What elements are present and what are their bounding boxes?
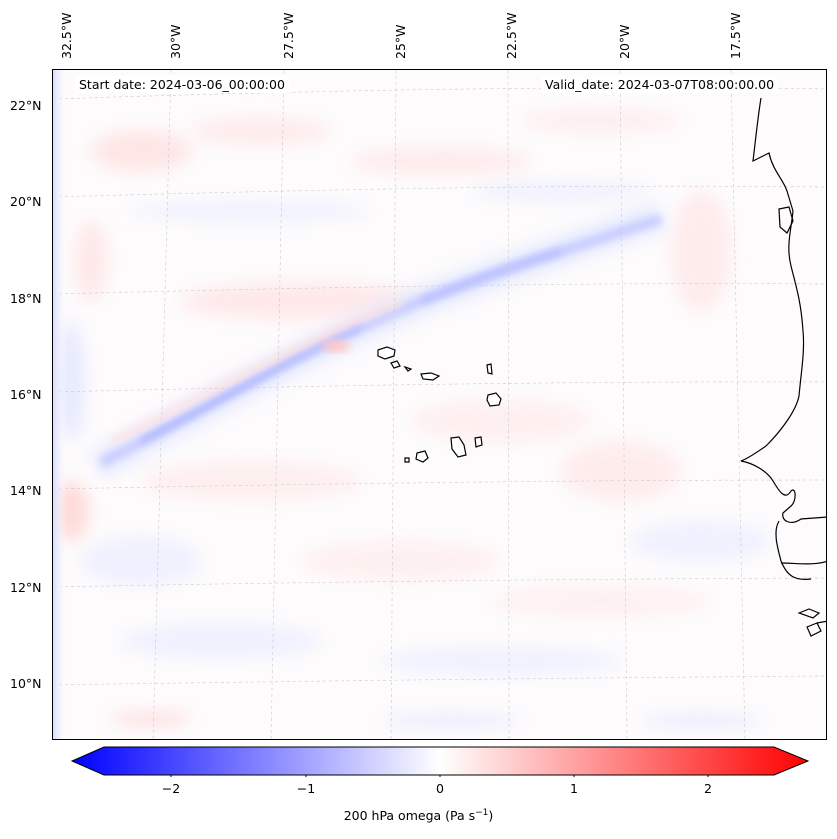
lat-label-10n: 10°N <box>10 676 42 691</box>
lon-label-30w: 30°W <box>168 24 183 59</box>
lon-label-22-5w: 22.5°W <box>504 12 519 59</box>
colorbar <box>70 746 810 777</box>
lat-label-20n: 20°N <box>10 194 42 209</box>
omega-jet-band <box>89 201 666 480</box>
colorbar-tick: −2 <box>161 781 181 796</box>
lat-label-22n: 22°N <box>10 98 42 113</box>
colorbar-tick: 2 <box>704 781 712 796</box>
valid-date-label: Valid_date: 2024-03-07T08:00:00.00 <box>541 76 779 93</box>
lat-label-14n: 14°N <box>10 483 42 498</box>
map-panel <box>52 69 827 740</box>
graticule <box>53 70 826 739</box>
colorbar-bar <box>70 746 810 776</box>
colorbar-label: 200 hPa omega (Pa s−1) <box>343 808 494 824</box>
omega-field-map <box>53 70 826 739</box>
lon-label-20w: 20°W <box>617 24 632 59</box>
west-africa-coastline <box>740 97 826 637</box>
colorbar-tick: 0 <box>436 781 444 796</box>
lon-label-25w: 25°W <box>393 24 408 59</box>
omega-background-patches <box>53 109 771 727</box>
cape-verde-islands <box>377 346 502 463</box>
lat-label-16n: 16°N <box>10 387 42 402</box>
colorbar-tick: −1 <box>296 781 316 796</box>
lon-label-17-5w: 17.5°W <box>728 12 743 59</box>
lat-label-12n: 12°N <box>10 580 42 595</box>
left-edge-shading <box>53 70 67 739</box>
colorbar-tick: 1 <box>570 781 578 796</box>
lon-label-27-5w: 27.5°W <box>281 12 296 59</box>
lon-label-32-5w: 32.5°W <box>59 12 74 59</box>
lat-label-18n: 18°N <box>10 291 42 306</box>
start-date-label: Start date: 2024-03-06_00:00:00 <box>75 76 289 93</box>
